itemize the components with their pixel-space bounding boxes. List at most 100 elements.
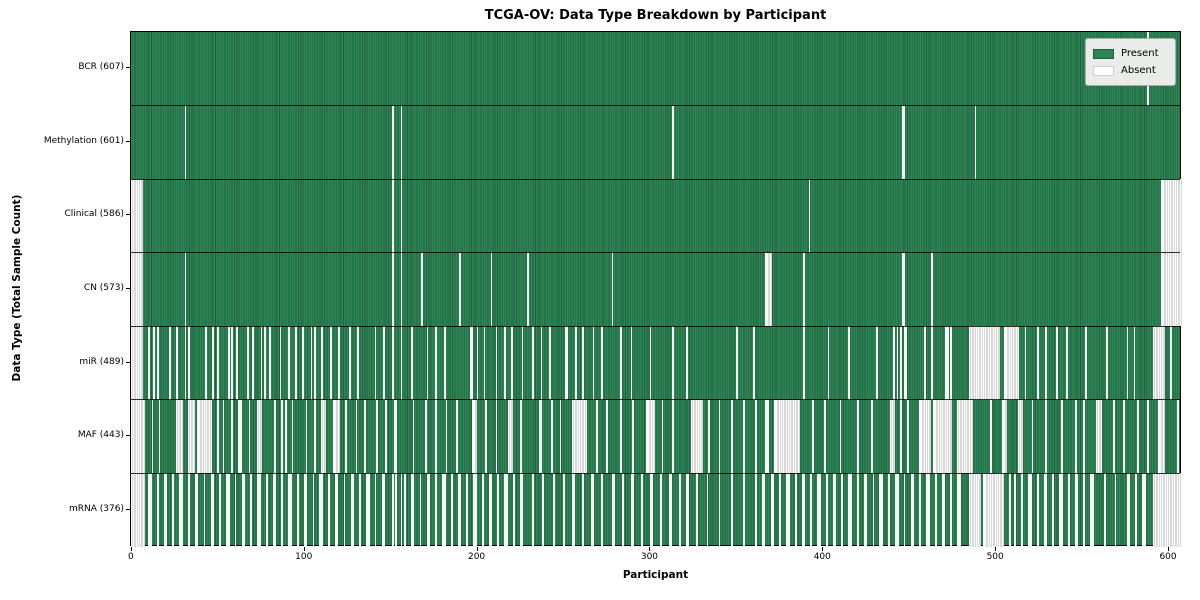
absent-stripe [175, 399, 183, 474]
absent-stripe [827, 326, 830, 400]
absent-stripe [504, 473, 508, 547]
y-tick-mark [126, 140, 130, 142]
absent-stripe [184, 252, 187, 327]
absent-stripe [1176, 399, 1179, 474]
absent-stripe [601, 326, 603, 400]
absent-stripe [419, 473, 422, 547]
y-tick-mark [126, 361, 130, 363]
absent-stripe [876, 326, 878, 400]
absent-stripe [466, 473, 469, 547]
absent-stripe [519, 399, 522, 474]
absent-stripe [392, 252, 394, 327]
absent-stripe [903, 473, 906, 547]
absent-stripe [755, 399, 757, 474]
absent-stripe [825, 473, 828, 547]
absent-stripe [521, 326, 524, 400]
x-tick-label-500: 500 [986, 552, 1004, 562]
legend-item-present: Present [1093, 45, 1167, 62]
absent-stripe [281, 399, 284, 474]
absent-stripe [305, 399, 308, 474]
absent-stripe [672, 399, 674, 474]
absent-stripe [210, 473, 214, 547]
absent-stripe [227, 326, 230, 400]
absent-stripe [708, 399, 711, 474]
absent-stripe [435, 399, 437, 474]
absent-stripe [504, 326, 507, 400]
absent-stripe [526, 252, 529, 327]
absent-stripe [1157, 399, 1165, 474]
absent-stripe [426, 326, 429, 400]
absent-stripe [212, 326, 214, 400]
absent-stripe [231, 326, 233, 400]
absent-stripe [945, 326, 949, 400]
absent-stripe [1036, 326, 1039, 400]
absent-stripe [848, 473, 852, 547]
absent-stripe [983, 473, 1004, 547]
absent-stripe [219, 473, 221, 547]
absent-stripe [272, 473, 277, 547]
absent-stripe [779, 473, 781, 547]
x-tick-mark [822, 547, 824, 551]
absent-stripe [901, 105, 906, 180]
absent-stripe [640, 473, 643, 547]
row-separator [131, 325, 1180, 327]
absent-stripe [400, 179, 403, 253]
absent-stripe [385, 399, 387, 474]
absent-stripe [426, 473, 431, 547]
absent-stripe [400, 252, 403, 327]
absent-stripe [919, 473, 921, 547]
x-tick-label-400: 400 [813, 552, 831, 562]
absent-stripe [302, 326, 304, 400]
absent-stripe [188, 326, 190, 400]
absent-stripe [1066, 326, 1068, 400]
absent-stripe [564, 326, 569, 400]
absent-stripe [443, 326, 446, 400]
absent-stripe [490, 252, 493, 327]
absent-stripe [595, 399, 598, 474]
absent-stripe [957, 473, 961, 547]
absent-stripe [488, 473, 493, 547]
absent-stripe [148, 473, 152, 547]
absent-stripe [172, 473, 175, 547]
absent-stripe [511, 326, 513, 400]
absent-stripe [338, 326, 341, 400]
absent-stripe [810, 473, 813, 547]
absent-stripe [552, 473, 555, 547]
absent-stripe [532, 326, 534, 400]
absent-stripe [1021, 473, 1023, 547]
x-tick-mark [1168, 547, 1170, 551]
absent-stripe [435, 326, 437, 400]
absent-stripe [374, 473, 377, 547]
absent-stripe [817, 473, 821, 547]
absent-stripe [718, 473, 721, 547]
absent-stripe [774, 399, 800, 474]
absent-stripe [314, 399, 316, 474]
absent-stripe [950, 473, 953, 547]
absent-stripe [620, 326, 622, 400]
absent-stripe [691, 399, 704, 474]
absent-stripe [672, 326, 674, 400]
absent-stripe [483, 326, 486, 400]
absent-stripe [450, 473, 453, 547]
absent-stripe [903, 326, 908, 400]
absent-stripe [1017, 399, 1023, 474]
absent-stripe [1074, 473, 1079, 547]
absent-stripe [1161, 252, 1182, 327]
absent-stripe [803, 326, 806, 400]
absent-stripe [742, 473, 745, 547]
absent-stripe [1114, 473, 1117, 547]
absent-stripe [265, 473, 268, 547]
absent-stripe [879, 473, 883, 547]
absent-stripe [910, 473, 915, 547]
absent-stripe [848, 326, 851, 400]
absent-stripe [841, 473, 844, 547]
absent-stripe [217, 326, 220, 400]
absent-stripe [839, 399, 842, 474]
absent-stripe [668, 473, 673, 547]
absent-stripe [507, 399, 513, 474]
absent-stripe [538, 399, 543, 474]
row-miR [131, 326, 1180, 400]
absent-stripe [606, 399, 609, 474]
absent-stripe [222, 399, 225, 474]
absent-stripe [188, 473, 190, 547]
